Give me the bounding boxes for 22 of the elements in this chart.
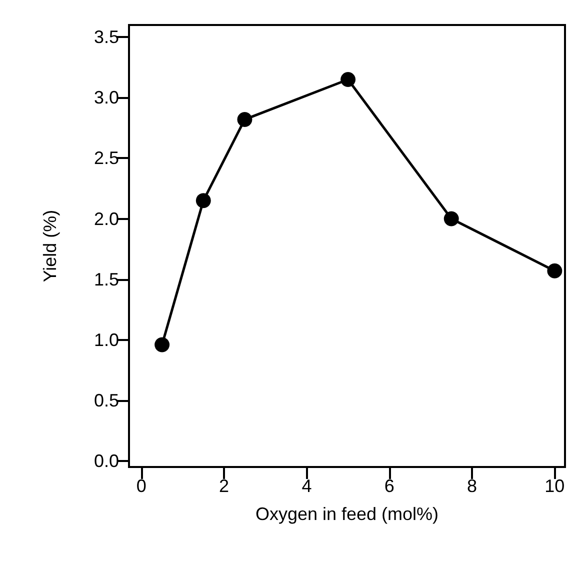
point xyxy=(547,263,562,278)
y-tick-label: 3.5 xyxy=(94,27,119,48)
x-tick-label: 8 xyxy=(467,476,478,496)
x-tick-label: 10 xyxy=(544,476,565,496)
x-tick-label: 4 xyxy=(302,476,312,496)
x-tick-label: 2 xyxy=(219,476,230,496)
y-axis-title: Yield (%) xyxy=(40,210,60,282)
point xyxy=(444,211,459,226)
y-tick-label: 1.0 xyxy=(94,330,119,350)
y-tick-label: 3.0 xyxy=(94,88,119,108)
y-tick-label: 2.0 xyxy=(94,208,119,229)
y-tick-label: 0.0 xyxy=(94,450,119,471)
point xyxy=(154,337,170,352)
y-tick-label: 0.5 xyxy=(94,390,119,410)
x-tick-label: 0 xyxy=(136,476,146,496)
point xyxy=(196,193,211,208)
point xyxy=(340,72,356,87)
point xyxy=(237,112,252,127)
x-axis-title: Oxygen in feed (mol%) xyxy=(255,504,439,524)
y-tick-label: 2.5 xyxy=(94,148,119,168)
y-tick-label: 1.5 xyxy=(94,269,119,290)
x-tick-label: 6 xyxy=(384,476,394,496)
